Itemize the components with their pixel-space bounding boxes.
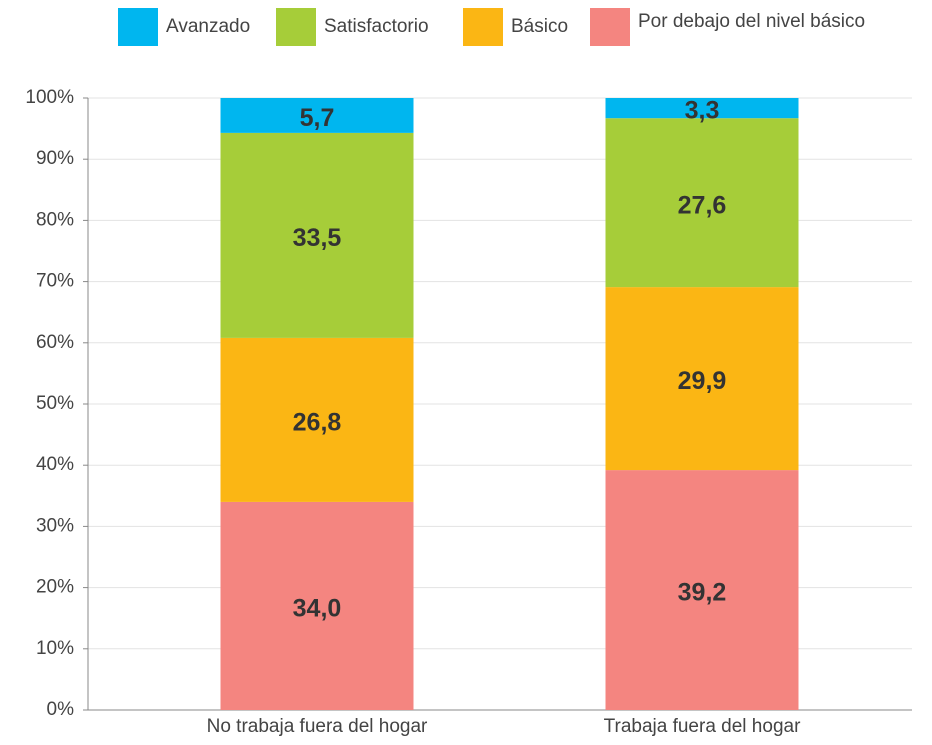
y-tick-label: 90% <box>36 148 74 169</box>
y-tick-label: 60% <box>36 332 74 353</box>
data-label: 34,0 <box>293 595 342 623</box>
y-tick-label: 50% <box>36 393 74 414</box>
legend-swatch <box>590 8 630 46</box>
data-label: 27,6 <box>678 191 727 219</box>
data-label: 29,9 <box>678 367 727 395</box>
y-tick-label: 100% <box>25 87 74 108</box>
bar-segment <box>220 98 414 133</box>
x-tick-label: No trabaja fuera del hogar <box>207 716 428 737</box>
legend-swatch <box>118 8 158 46</box>
bar-segment <box>605 98 799 119</box>
data-label: 26,8 <box>293 409 342 437</box>
y-tick-label: 40% <box>36 454 74 475</box>
bar-segment <box>220 501 414 710</box>
legend-label: Satisfactorio <box>324 16 429 37</box>
x-tick-label: Trabaja fuera del hogar <box>604 716 801 737</box>
data-label: 3,3 <box>685 97 720 125</box>
y-tick-label: 10% <box>36 638 74 659</box>
legend-swatch <box>276 8 316 46</box>
y-tick-label: 70% <box>36 271 74 292</box>
y-tick-label: 30% <box>36 515 74 536</box>
bar-segment <box>605 287 799 471</box>
bar-segment <box>220 132 414 338</box>
y-tick-label: 0% <box>47 699 75 720</box>
bar-segment <box>220 337 414 502</box>
y-tick-label: 20% <box>36 577 74 598</box>
legend-label: Avanzado <box>166 16 250 37</box>
bar-segment <box>605 118 799 288</box>
bar-segment <box>605 470 799 710</box>
legend-label: Por debajo del nivel básico <box>638 11 865 32</box>
legend-label: Básico <box>511 16 568 37</box>
y-tick-label: 80% <box>36 209 74 230</box>
data-label: 39,2 <box>678 579 727 607</box>
legend-swatch <box>463 8 503 46</box>
data-label: 5,7 <box>300 104 335 132</box>
data-label: 33,5 <box>293 224 342 252</box>
